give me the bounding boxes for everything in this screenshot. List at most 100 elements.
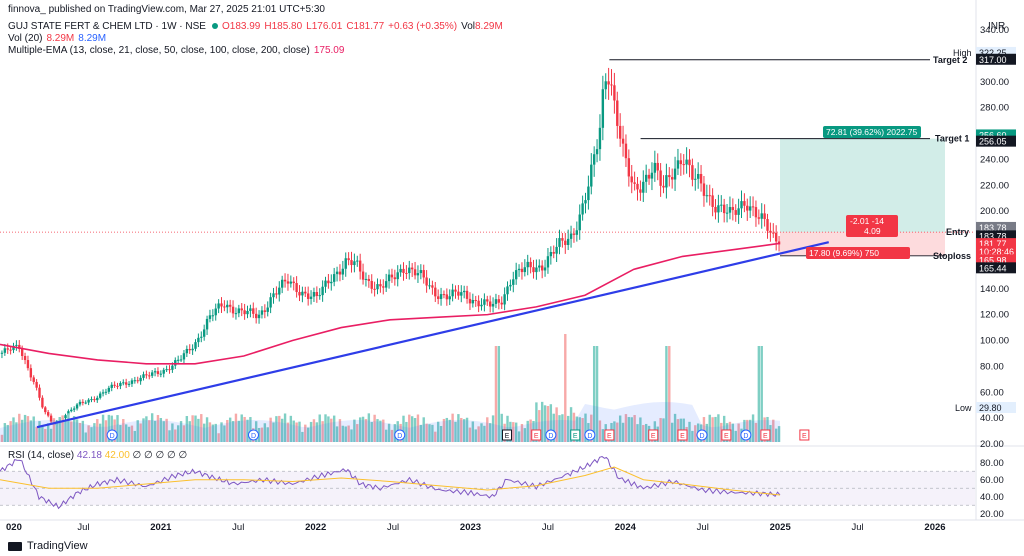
candle-body	[179, 359, 183, 361]
candle-body	[292, 281, 295, 284]
time-axis-tick: 020	[6, 522, 22, 533]
volume-bar	[124, 424, 128, 442]
time-axis-tick: Jul	[387, 522, 399, 533]
candle-body	[650, 172, 654, 179]
volume-bar	[72, 416, 76, 442]
high-label: High	[953, 48, 972, 58]
candle-body	[763, 213, 766, 220]
dividend-icon	[545, 429, 557, 441]
volume-bar	[526, 420, 529, 442]
candle-body	[289, 281, 293, 284]
earnings-icon-label: E	[607, 433, 612, 440]
candle-body	[353, 261, 356, 266]
candle-body	[682, 164, 685, 166]
volume-indicator-label[interactable]: Vol (20)	[8, 33, 43, 44]
candle-body	[561, 238, 564, 241]
price-scale-label-bg	[976, 129, 1016, 141]
volume-bar	[491, 415, 495, 442]
candle-body	[772, 232, 775, 234]
volume-bar	[306, 427, 310, 442]
time-axis-tick: Jul	[697, 522, 709, 533]
tradingview-logo[interactable]: TradingView	[8, 540, 88, 552]
volume-bar	[12, 417, 15, 442]
candle-body	[748, 206, 752, 211]
ema-indicator-label[interactable]: Multiple-EMA (13, close, 21, close, 50, …	[8, 45, 310, 56]
candle-body	[488, 301, 492, 307]
candle-body	[616, 100, 619, 126]
ema-indicator-header: Multiple-EMA (13, close, 21, close, 50, …	[8, 45, 348, 57]
symbol-title[interactable]: GUJ STATE FERT & CHEM LTD · 1W · NSE	[8, 21, 206, 32]
stoploss-label: Stoploss	[933, 251, 971, 261]
candle-body	[6, 348, 9, 350]
candle-body	[566, 238, 570, 245]
volume-bar	[188, 421, 191, 442]
candle-body	[624, 143, 628, 159]
volume-bar	[119, 425, 122, 442]
volume-bar	[598, 420, 602, 442]
volume-bar	[572, 412, 576, 442]
candle-body	[647, 174, 651, 179]
candle-body	[185, 348, 189, 354]
volume-bar	[332, 415, 336, 442]
dividend-icon	[106, 429, 118, 441]
candle-body	[249, 308, 252, 311]
candle-body	[402, 268, 405, 273]
candle-body	[688, 159, 691, 166]
candle-body	[81, 401, 85, 403]
volume-bar	[356, 424, 359, 442]
volume-bar	[78, 422, 82, 442]
volume-bar	[465, 417, 469, 442]
volume-bar	[263, 423, 267, 442]
candle-body	[512, 279, 515, 285]
target-info-box	[823, 126, 921, 138]
volume-bar	[584, 413, 587, 442]
candle-body	[38, 387, 41, 398]
candle-body	[592, 154, 596, 165]
candle-body	[665, 175, 668, 188]
candle-body	[572, 233, 576, 235]
earnings-icon-label: E	[802, 433, 807, 440]
rsi-label[interactable]: RSI (14, close)	[8, 450, 75, 461]
candle-body	[309, 296, 313, 299]
candle-body	[708, 195, 711, 197]
earnings-icon-label: E	[573, 433, 578, 440]
volume-bar	[194, 415, 197, 442]
candle-body	[393, 277, 397, 280]
stop-info-text: 17.80 (9.69%) 750	[809, 248, 879, 258]
price-scale-label-bg	[976, 221, 1016, 233]
candle-body	[136, 380, 139, 382]
volume-bar	[431, 424, 434, 442]
candle-body	[503, 294, 506, 305]
candle-body	[668, 175, 671, 178]
volume-bar	[483, 425, 486, 442]
candle-body	[416, 273, 420, 276]
candle-body	[44, 407, 47, 413]
rsi-ma-line	[0, 466, 781, 496]
volume-bar	[529, 419, 532, 442]
candle-body	[315, 292, 319, 296]
candle-body	[494, 299, 498, 304]
earnings-icon	[604, 429, 615, 441]
rsi-value: 42.18	[76, 450, 102, 461]
candle-body	[746, 205, 749, 211]
volume-bar	[361, 416, 365, 442]
candle-body	[434, 287, 437, 297]
dividend-icon	[584, 429, 596, 441]
earnings-icon	[531, 429, 542, 441]
time-axis-tick: 2025	[770, 522, 792, 533]
volume-bar	[122, 419, 125, 442]
volume-bar	[613, 421, 616, 442]
candle-body	[252, 308, 255, 314]
volume-bar	[272, 422, 275, 442]
volume-bar	[751, 414, 755, 442]
candle-body	[205, 318, 209, 330]
volume-bar	[81, 420, 85, 442]
volume-bar	[107, 414, 111, 442]
volume-bar	[714, 416, 717, 442]
price-axis-tick: 80.00	[980, 361, 1004, 372]
volume-bar	[243, 416, 246, 442]
volume-bar	[9, 421, 12, 442]
volume-bar	[390, 429, 394, 442]
candle-body	[601, 89, 605, 128]
